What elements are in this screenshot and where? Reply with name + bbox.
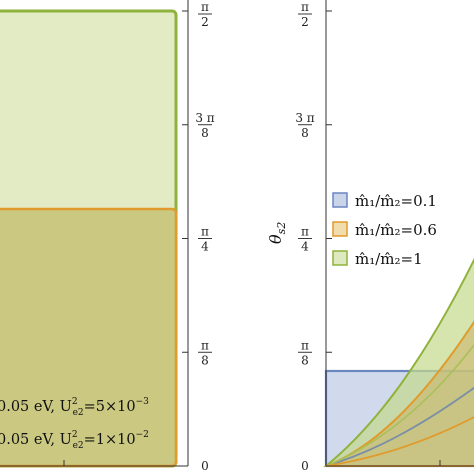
left-ytick-num-2: π [201,225,209,239]
legend-label-green: m̂₁/m̂₂=1 [355,250,423,268]
right-ytick-label-0: 0 [301,459,309,473]
left-ytick-den-3: 8 [201,126,209,140]
right-ytick-den-3: 8 [301,126,309,140]
right-ylabel: θs2 [266,222,288,244]
right-green-inner-curve [325,343,474,467]
left-ytick-label-0: 0 [201,459,209,473]
right-orange-low-curve [325,416,474,467]
left-ytick-den-2: 4 [201,240,209,254]
legend-swatch-blue [332,192,348,208]
right-blue-curve [325,386,474,467]
left-ytick-num-4: π [201,0,209,14]
left-ytick-num-3: 3 π [195,111,214,125]
right-ytick-num-3: 3 π [295,111,314,125]
right-ytick-num-4: π [301,0,309,14]
legend-swatch-green [332,250,348,266]
left-orange-region [0,207,178,468]
legend-label-blue: m̂₁/m̂₂=0.1 [355,192,437,210]
left-ytick-den-1: 8 [201,353,209,367]
right-ytick-den-1: 8 [301,353,309,367]
left-annotation-orange: 0.05 eV, U2 e2=1×10−2 [0,430,149,451]
legend-label-orange: m̂₁/m̂₂=0.6 [355,221,437,239]
right-ytick-num-2: π [301,225,309,239]
right-ytick-den-2: 4 [301,240,309,254]
left-ytick-num-1: π [201,338,209,352]
legend-swatch-orange [332,221,348,237]
right-ytick-num-1: π [301,338,309,352]
right-ytick-den-4: 2 [301,15,309,29]
left-annotation-green: 0.05 eV, U2 e2=5×10−3 [0,397,149,418]
right-legend: m̂₁/m̂₂=0.1 m̂₁/m̂₂=0.6 m̂₁/m̂₂=1 [332,192,437,268]
left-ytick-den-4: 2 [201,15,209,29]
